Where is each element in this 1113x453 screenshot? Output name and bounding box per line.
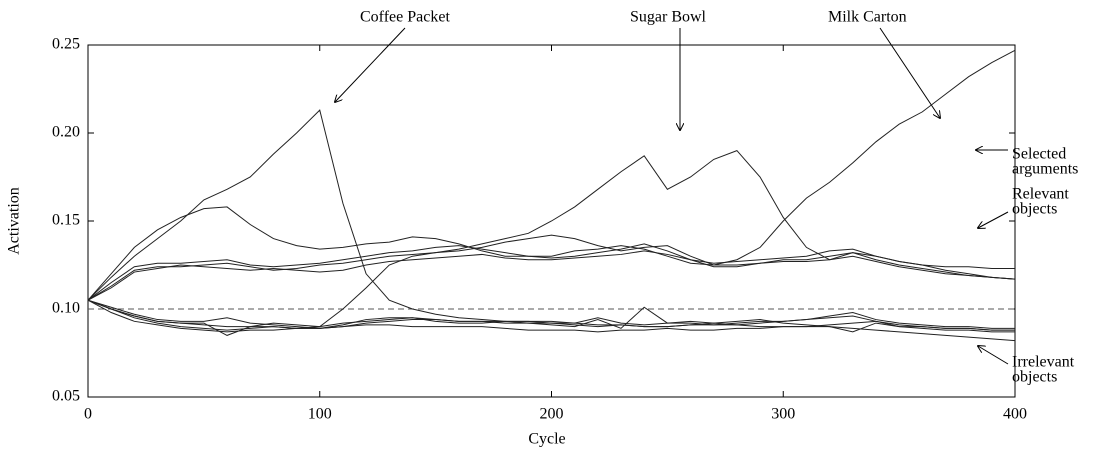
arrow — [978, 211, 1009, 228]
series-line — [87, 49, 1016, 301]
annotation-arrows — [335, 27, 1009, 365]
annotation: objects — [1012, 369, 1057, 386]
x-tick-label: 0 — [84, 406, 92, 423]
series-line — [87, 234, 1016, 301]
arrow — [335, 27, 406, 102]
y-tick-label: 0.15 — [52, 212, 80, 229]
annotation: objects — [1012, 201, 1057, 218]
arrow — [879, 27, 940, 118]
y-axis-label: Activation — [6, 187, 23, 255]
series-line — [87, 299, 1015, 336]
y-tick-label: 0.20 — [52, 124, 80, 141]
series-line — [87, 299, 1015, 333]
y-tick-label: 0.05 — [52, 388, 80, 405]
series-line — [87, 299, 1015, 331]
annotation: arguments — [1012, 161, 1078, 178]
x-tick-label: 100 — [308, 406, 332, 423]
x-tick-label: 200 — [540, 406, 564, 423]
y-tick-label: 0.10 — [52, 300, 80, 317]
y-tick-label: 0.25 — [52, 36, 80, 53]
annotation: Relevant — [1012, 186, 1069, 203]
annotation: Irrelevant — [1012, 354, 1075, 371]
series-line — [87, 150, 1015, 329]
annotation: Sugar Bowl — [630, 9, 707, 26]
series-line — [87, 243, 1016, 301]
series-line — [87, 299, 1016, 342]
annotation: Milk Carton — [828, 9, 907, 26]
annotation: Coffee Packet — [360, 9, 450, 26]
series-line — [87, 109, 1015, 331]
x-axis-label: Cycle — [528, 431, 565, 448]
x-tick-label: 300 — [771, 406, 795, 423]
arrow — [978, 346, 1009, 365]
series-line — [87, 250, 1016, 301]
annotation: Selected — [1012, 146, 1066, 163]
x-tick-label: 400 — [1003, 406, 1027, 423]
